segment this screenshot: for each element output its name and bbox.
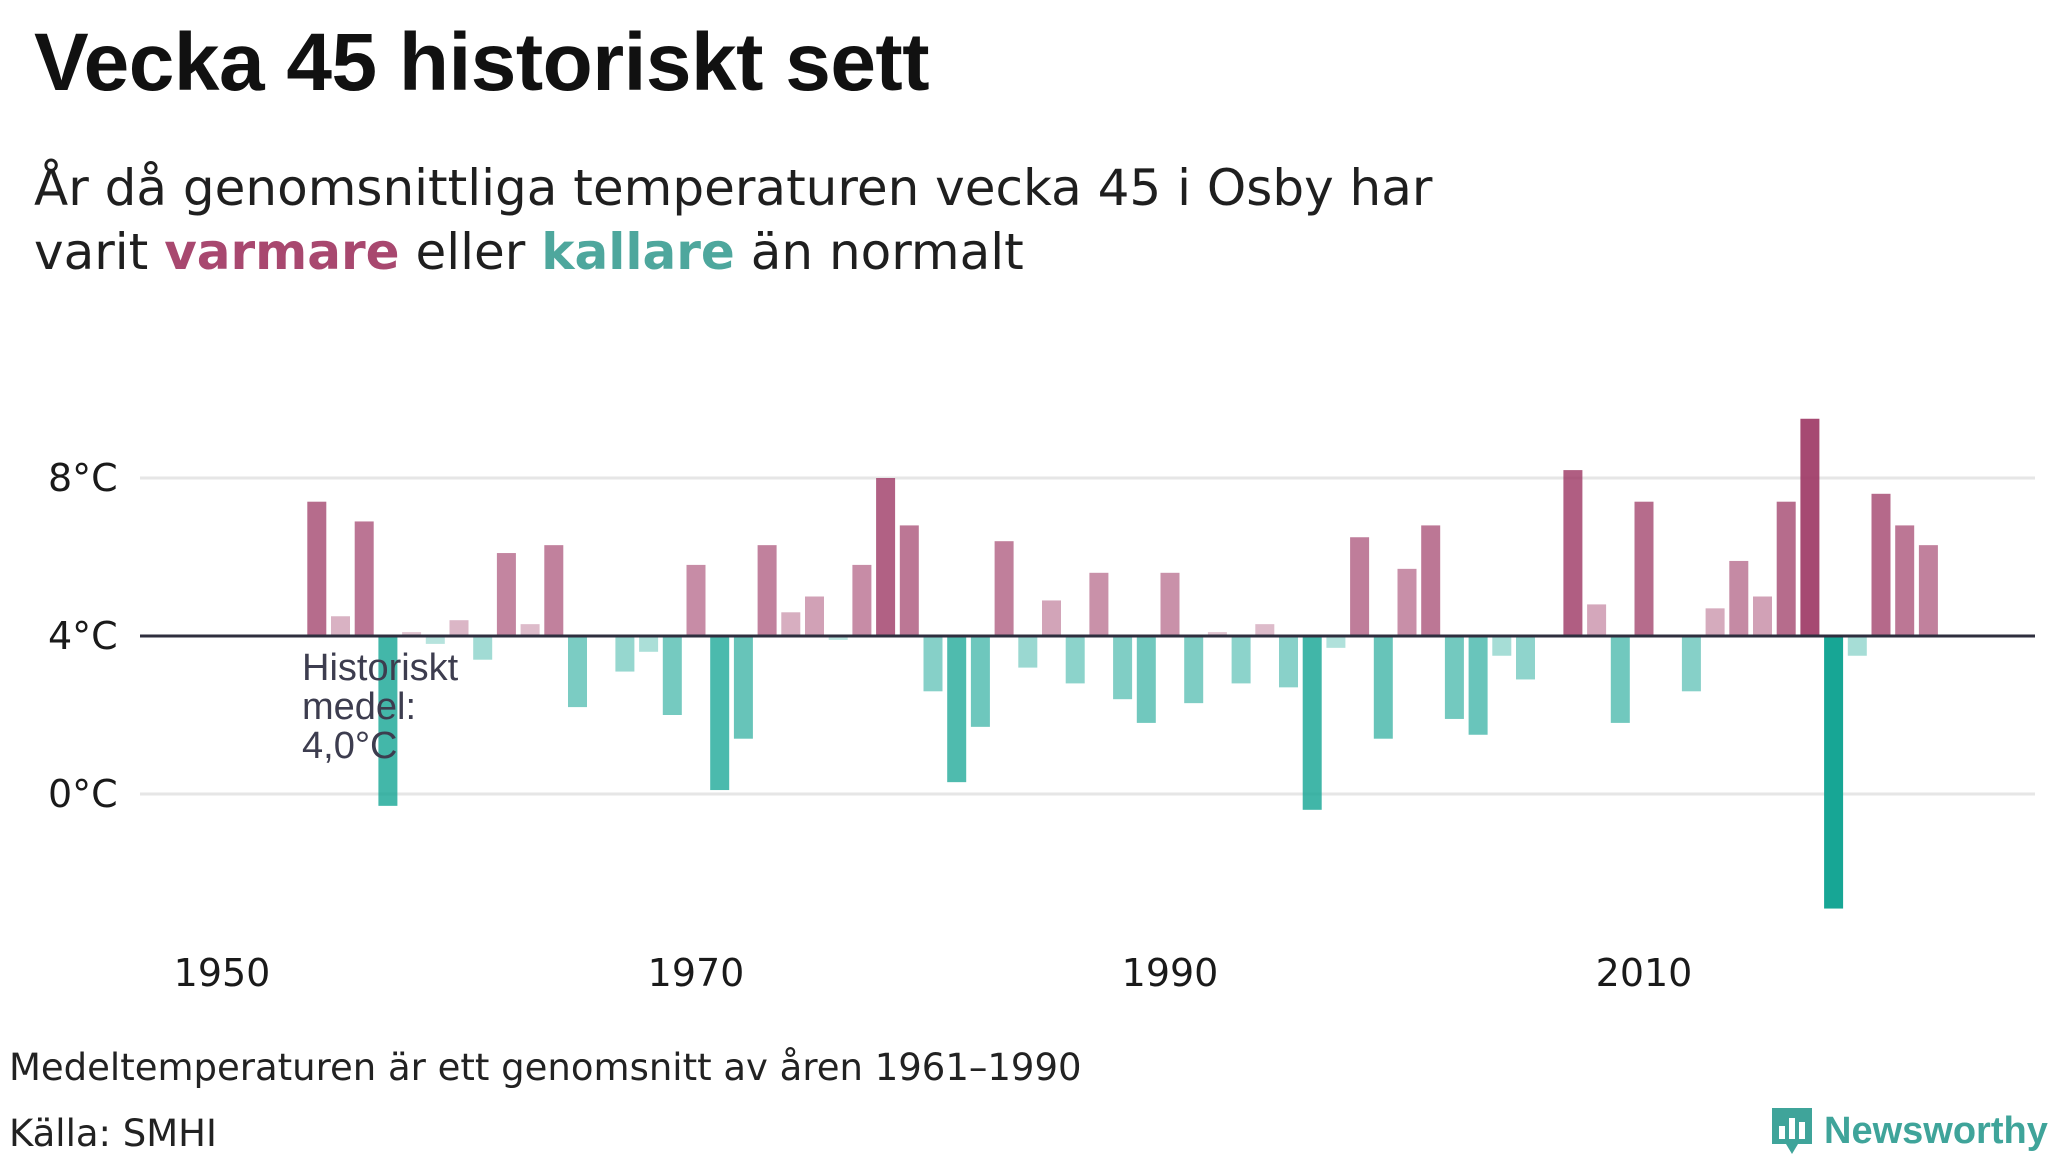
warm-label: varmare xyxy=(164,223,400,281)
bar-warm-2014 xyxy=(1729,560,1749,636)
bar-cold-1982 xyxy=(970,636,990,727)
footnote: Medeltemperaturen är ett genomsnitt av å… xyxy=(9,1046,1082,1089)
bar-cold-1967 xyxy=(615,636,635,672)
bar-warm-2016 xyxy=(1776,501,1796,636)
bar-warm-1990 xyxy=(1160,572,1180,636)
logo-text: Newsworthy xyxy=(1824,1109,2048,1152)
bar-warm-2022 xyxy=(1918,545,1938,636)
subtitle-suffix: än normalt xyxy=(734,223,1024,281)
mean-label-line: 4,0°C xyxy=(302,725,397,767)
bar-warm-1985 xyxy=(1042,600,1061,636)
cold-label: kallare xyxy=(541,223,735,281)
x-tick-label: 1970 xyxy=(648,951,745,995)
bar-warm-2000 xyxy=(1397,568,1417,636)
y-tick-label: 8°C xyxy=(48,456,118,500)
newsworthy-logo: Newsworthy xyxy=(1770,1106,2048,1156)
y-axis-labels: 0°C 4°C 8°C xyxy=(48,456,118,816)
bar-cold-2005 xyxy=(1516,636,1535,680)
x-tick-label: 2010 xyxy=(1596,951,1693,995)
bar-cold-1995 xyxy=(1279,636,1298,688)
bar-warm-1955 xyxy=(331,616,350,636)
chart-subtitle: År då genomsnittliga temperaturen vecka … xyxy=(34,156,1634,284)
bar-warm-2008 xyxy=(1587,604,1607,636)
bar-chart-logo-icon xyxy=(1772,1108,1812,1154)
mean-label-line: Historiskt xyxy=(302,647,459,689)
bar-cold-1959 xyxy=(425,636,445,644)
bar-cold-1986 xyxy=(1065,636,1085,684)
bar-cold-1984 xyxy=(1018,636,1038,668)
bar-warm-1956 xyxy=(354,521,374,636)
bar-warm-1964 xyxy=(544,545,564,636)
bar-cold-1997 xyxy=(1326,636,1346,648)
bar-cold-1980 xyxy=(923,636,943,692)
bar-cold-1971 xyxy=(710,636,730,791)
bar-cold-1996 xyxy=(1302,636,1322,810)
subtitle-line-1: År då genomsnittliga temperaturen vecka … xyxy=(34,159,1433,217)
bar-cold-1976 xyxy=(828,636,848,640)
bar-warm-1975 xyxy=(805,596,824,636)
bar-warm-1974 xyxy=(781,612,801,636)
y-tick-label: 4°C xyxy=(48,614,118,658)
bars xyxy=(307,418,1938,909)
source-note: Källa: SMHI xyxy=(9,1112,217,1155)
bar-cold-2002 xyxy=(1444,636,1464,719)
bar-warm-1963 xyxy=(520,624,540,636)
x-tick-label: 1990 xyxy=(1122,951,1219,995)
bar-cold-1993 xyxy=(1231,636,1251,684)
bar-cold-1989 xyxy=(1136,636,1156,723)
bar-cold-1999 xyxy=(1373,636,1393,739)
bar-cold-1969 xyxy=(662,636,682,715)
bar-cold-2009 xyxy=(1610,636,1630,723)
bar-warm-2007 xyxy=(1563,470,1583,636)
bar-cold-1968 xyxy=(639,636,659,652)
bar-cold-1972 xyxy=(733,636,753,739)
bar-warm-1962 xyxy=(496,553,516,636)
bar-warm-1960 xyxy=(449,620,469,636)
bar-warm-1958 xyxy=(402,632,422,636)
bar-warm-2010 xyxy=(1634,501,1654,636)
x-tick-label: 1950 xyxy=(174,951,271,995)
bar-cold-1961 xyxy=(473,636,493,660)
bar-warm-2020 xyxy=(1871,493,1891,636)
bar-cold-2019 xyxy=(1847,636,1867,656)
bar-warm-1978 xyxy=(876,478,896,636)
bar-warm-2015 xyxy=(1753,596,1772,636)
bar-cold-1988 xyxy=(1113,636,1133,700)
bar-warm-1992 xyxy=(1207,632,1227,636)
bar-warm-1973 xyxy=(757,545,777,636)
bar-warm-1977 xyxy=(852,564,872,636)
bar-warm-1987 xyxy=(1089,572,1109,636)
bar-cold-1965 xyxy=(568,636,587,708)
bar-cold-1991 xyxy=(1184,636,1204,704)
bar-warm-1983 xyxy=(994,541,1014,636)
grid-lines xyxy=(140,476,2035,796)
bar-cold-2018 xyxy=(1824,636,1844,909)
bar-warm-1970 xyxy=(686,564,706,636)
y-tick-label: 0°C xyxy=(48,772,118,816)
bar-warm-2013 xyxy=(1705,608,1725,636)
bar-warm-2017 xyxy=(1800,418,1820,636)
bar-warm-1979 xyxy=(899,525,919,636)
bar-warm-1994 xyxy=(1255,624,1275,636)
mean-label-line: medel: xyxy=(302,686,416,728)
subtitle-middle: eller xyxy=(399,223,542,281)
subtitle-line-2: varit varmare eller kallare än normalt xyxy=(34,220,1634,284)
bar-warm-1954 xyxy=(307,501,327,636)
chart-title: Vecka 45 historiskt sett xyxy=(34,17,930,108)
bar-cold-2003 xyxy=(1468,636,1488,735)
bar-warm-2021 xyxy=(1895,525,1915,636)
bar-warm-2001 xyxy=(1421,525,1441,636)
bar-warm-1998 xyxy=(1350,537,1370,636)
x-axis-labels: 1950 1970 1990 2010 xyxy=(174,951,1693,995)
subtitle-prefix: varit xyxy=(34,223,165,281)
bar-cold-1981 xyxy=(947,636,967,783)
bar-cold-2004 xyxy=(1492,636,1512,656)
bar-cold-1957 xyxy=(378,636,398,806)
bar-cold-2012 xyxy=(1681,636,1701,692)
